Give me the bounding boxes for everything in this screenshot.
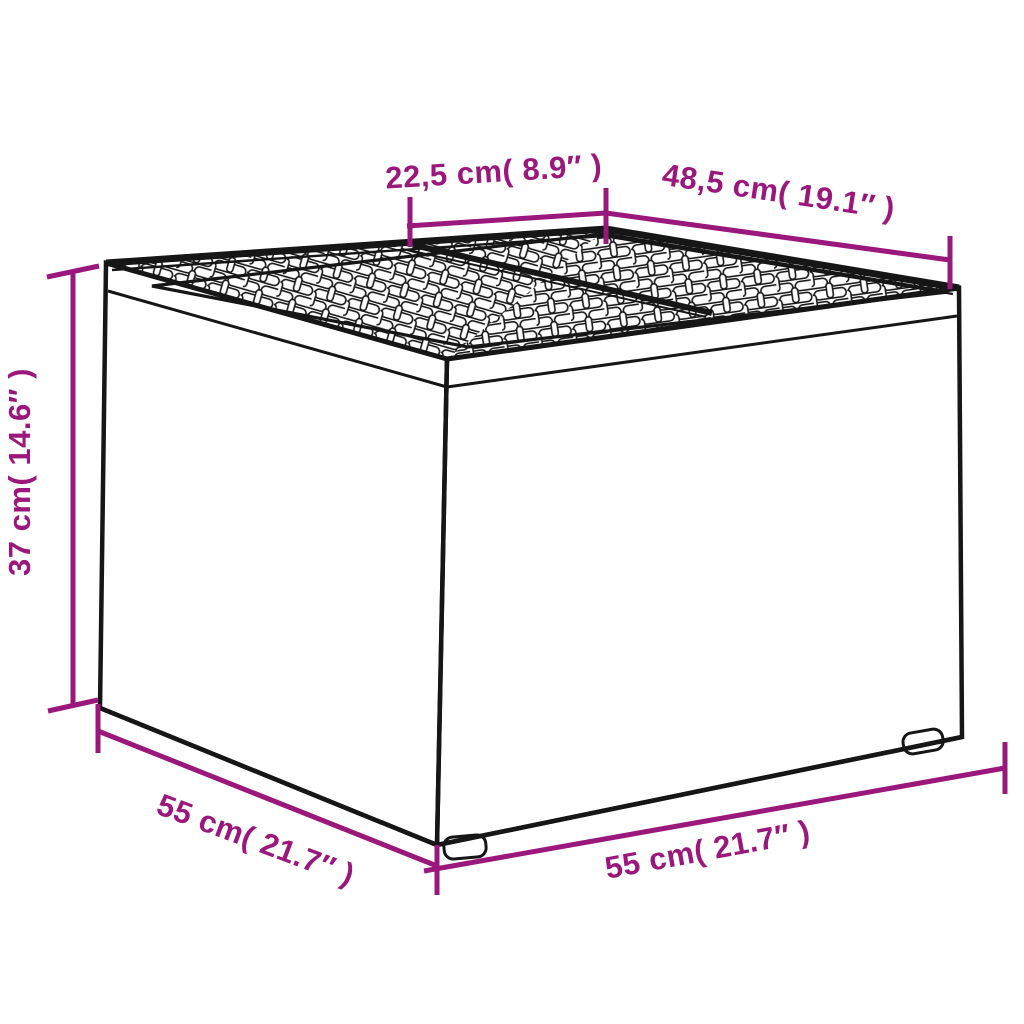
dimension-side-front: 55 cm( 21.7″ )	[423, 742, 1008, 895]
table-foot-right	[901, 727, 945, 756]
dimension-line	[423, 765, 1006, 874]
dimension-label: 48,5 cm( 19.1″ )	[660, 157, 897, 226]
front-corner-edge	[435, 358, 449, 846]
dimension-line	[406, 210, 607, 229]
glass-divider	[412, 242, 713, 316]
dimension-label: 55 cm( 21.7″ )	[602, 813, 813, 885]
dimension-label: 37 cm( 14.6″ )	[2, 368, 37, 576]
top-front-right-edge	[446, 285, 960, 362]
dimension-line	[97, 728, 438, 869]
tick	[47, 697, 99, 714]
table-foot-front	[442, 833, 488, 861]
front-left-wall	[97, 260, 450, 849]
glass-divider-shadow	[407, 249, 707, 318]
dimension-line	[605, 210, 951, 263]
dimension-side-left: 55 cm( 21.7″ )	[95, 704, 438, 892]
wall-top-roll-left	[107, 289, 448, 389]
table-illustration	[97, 225, 965, 861]
front-right-wall	[434, 285, 965, 848]
wall-top-roll-right	[446, 314, 958, 389]
dimension-label: 22,5 cm( 8.9″ )	[384, 147, 603, 195]
top-front-left-edge	[105, 260, 448, 362]
bottom-right-edge	[436, 734, 963, 848]
bottom-left-edge	[99, 705, 438, 848]
dimension-height: 37 cm( 14.6″ )	[2, 263, 100, 714]
top-rim-right	[447, 229, 959, 359]
